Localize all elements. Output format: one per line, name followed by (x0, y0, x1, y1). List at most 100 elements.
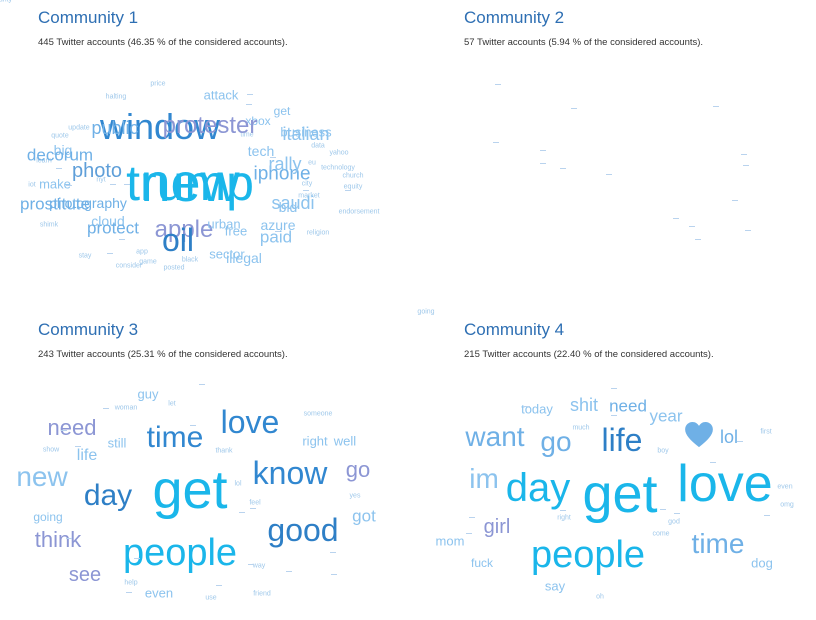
cloud-word: illegal (226, 250, 262, 266)
cloud-tick (495, 84, 501, 85)
cloud-word: trump (126, 155, 254, 211)
cloud-word: guy (137, 386, 159, 402)
cloud-tick (199, 384, 205, 385)
cloud-word: get (273, 104, 291, 118)
cloud-word: yahoo (329, 149, 349, 157)
cloud-tick (345, 190, 351, 191)
cloud-tick (190, 425, 196, 426)
cloud-tick (695, 239, 701, 240)
cloud-tick (571, 108, 577, 109)
cloud-tick (110, 184, 116, 185)
cloud-tick (540, 150, 546, 151)
cloud-tick (119, 239, 125, 240)
cloud-tick (745, 230, 751, 231)
cloud-word: rally (268, 154, 302, 174)
cloud-word: eu (308, 159, 316, 167)
cloud-word: azure (260, 217, 296, 233)
cloud-tick (674, 513, 680, 514)
cloud-tick (66, 185, 72, 186)
cloud-word: make (39, 176, 71, 192)
cloud-tick (466, 533, 472, 534)
cloud-tick (660, 509, 666, 510)
community-subtitle: 215 Twitter accounts (22.40 % of the con… (464, 349, 714, 360)
cloud-tick (275, 231, 281, 232)
cloud-word: get (582, 464, 658, 524)
cloud-word: god (668, 518, 680, 526)
cloud-tick (611, 415, 617, 416)
cloud-tick (611, 388, 617, 389)
cloud-word: paid (259, 227, 293, 247)
cloud-word: need (47, 415, 97, 440)
cloud-tick (239, 512, 245, 513)
cloud-word: even (777, 483, 793, 491)
cloud-word: decorum (26, 145, 94, 165)
cloud-word: time (240, 131, 254, 139)
cloud-tick (689, 226, 695, 227)
community-title: Community 2 (464, 8, 565, 27)
cloud-word: mom (435, 533, 465, 549)
cloud-word: lol (719, 427, 739, 447)
cloud-word: girl (483, 516, 511, 538)
cloud-word: year (649, 406, 683, 426)
cloud-word: new (140, 153, 240, 213)
cloud-word: today (521, 401, 553, 417)
cloud-word: want (465, 421, 525, 452)
cloud-tick (606, 174, 612, 175)
word-cloud: get people know good love time day new need think… (0, 312, 380, 612)
cloud-word: love (677, 455, 773, 513)
word-cloud: new window apple photo iphone photography busi… (0, 0, 380, 300)
cloud-tick (103, 408, 109, 409)
cloud-word: first (760, 428, 772, 436)
cloud-word: cloud (91, 213, 125, 229)
cloud-tick (737, 441, 743, 442)
cloud-word: day (505, 466, 571, 510)
cloud-word: go (345, 457, 371, 482)
cloud-word: say (544, 578, 566, 594)
cloud-word: love (220, 404, 280, 440)
cloud-word: let (168, 400, 176, 408)
cloud-word: update (68, 124, 90, 132)
cloud-word: boy (657, 447, 669, 455)
cloud-word: lol (234, 480, 242, 488)
cloud-tick (524, 406, 530, 407)
cloud-word: protester (162, 112, 258, 139)
cloud-tick (743, 165, 749, 166)
cloud-tick (673, 218, 679, 219)
cloud-tick (764, 515, 770, 516)
cloud-word: feel (249, 499, 261, 507)
cloud-word: people (530, 534, 646, 576)
community-panel-4: Community 4 215 Twitter accounts (22.40 … (417, 309, 806, 612)
cloud-tick (216, 585, 222, 586)
cloud-tick (248, 564, 254, 565)
cloud-word: come (652, 530, 670, 538)
cloud-word: church (342, 172, 364, 180)
cloud-word: app (136, 248, 148, 256)
cloud-word: posted (163, 264, 185, 272)
cloud-word: going (417, 308, 435, 316)
cloud-tick (250, 508, 256, 509)
cloud-word: big (53, 142, 73, 158)
cloud-word: im (469, 463, 499, 494)
cloud-word: going (33, 510, 63, 524)
community-subtitle: 243 Twitter accounts (25.31 % of the con… (38, 349, 288, 360)
cloud-tick (124, 184, 130, 185)
cloud-word: game (139, 258, 157, 266)
cloud-word: black (181, 256, 199, 264)
cloud-word: go (540, 426, 572, 457)
word-cloud: trump oil protester public decorum italian ral… (20, 0, 806, 300)
cloud-word: someone (303, 410, 333, 418)
community-subtitle: 445 Twitter accounts (46.35 % of the con… (38, 37, 288, 48)
cloud-word: got (352, 506, 376, 526)
cloud-word: fuck (470, 556, 494, 570)
cloud-word: iot (28, 181, 36, 189)
cloud-tick (246, 104, 252, 105)
cloud-tick (303, 190, 309, 191)
cloud-word: religion (306, 229, 330, 237)
cloud-word: iphone (253, 163, 311, 185)
cloud-word: saudi (271, 193, 315, 213)
cloud-word: photography (49, 195, 127, 211)
cloud-word: thank (215, 447, 233, 455)
cloud-tick (469, 517, 475, 518)
cloud-word: help (124, 579, 138, 587)
cloud-word: photo (71, 160, 123, 182)
